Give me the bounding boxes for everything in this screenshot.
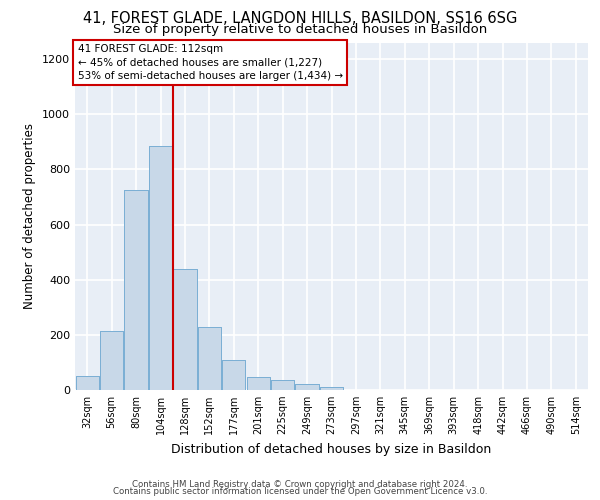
Bar <box>76 376 99 390</box>
Bar <box>100 330 123 390</box>
Bar <box>173 268 197 390</box>
Bar <box>295 384 319 390</box>
Bar <box>198 326 221 390</box>
Text: Contains public sector information licensed under the Open Government Licence v3: Contains public sector information licen… <box>113 487 487 496</box>
Bar <box>271 380 294 390</box>
Bar <box>295 384 319 390</box>
Bar <box>100 330 123 390</box>
Text: 41, FOREST GLADE, LANGDON HILLS, BASILDON, SS16 6SG: 41, FOREST GLADE, LANGDON HILLS, BASILDO… <box>83 11 517 26</box>
Bar <box>198 326 221 390</box>
Text: Contains HM Land Registry data © Crown copyright and database right 2024.: Contains HM Land Registry data © Crown c… <box>132 480 468 489</box>
Text: 41 FOREST GLADE: 112sqm
← 45% of detached houses are smaller (1,227)
53% of semi: 41 FOREST GLADE: 112sqm ← 45% of detache… <box>77 44 343 80</box>
Bar <box>222 360 245 390</box>
Bar <box>76 376 99 390</box>
Bar <box>173 268 197 390</box>
Bar <box>320 387 343 390</box>
Bar <box>320 387 343 390</box>
Text: Size of property relative to detached houses in Basildon: Size of property relative to detached ho… <box>113 22 487 36</box>
Bar <box>124 190 148 390</box>
Bar <box>149 146 172 390</box>
Bar <box>124 190 148 390</box>
X-axis label: Distribution of detached houses by size in Basildon: Distribution of detached houses by size … <box>172 442 491 456</box>
Bar <box>247 378 270 390</box>
Bar <box>149 146 172 390</box>
Bar <box>247 378 270 390</box>
Bar <box>222 360 245 390</box>
Bar <box>271 380 294 390</box>
Y-axis label: Number of detached properties: Number of detached properties <box>23 123 37 309</box>
